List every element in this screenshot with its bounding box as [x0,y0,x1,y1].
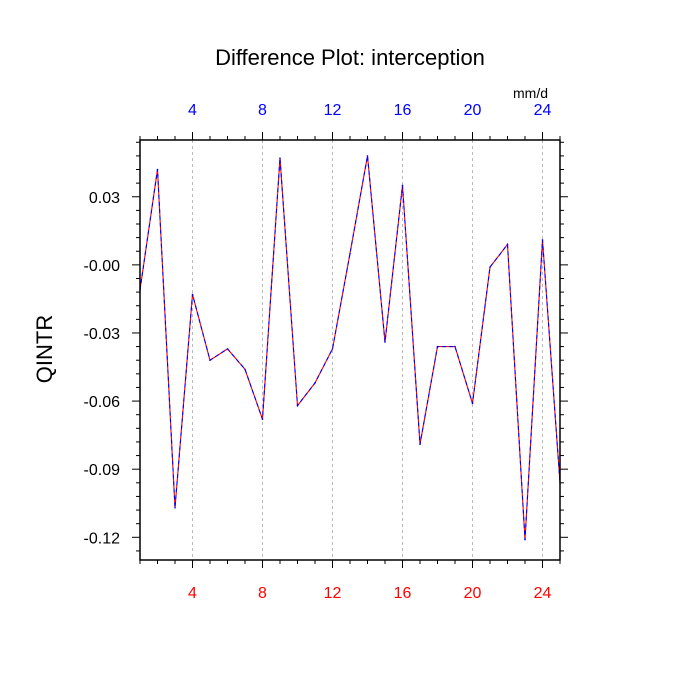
y-tick-label: -0.00 [84,258,121,275]
x-tick-label-bottom: 20 [464,585,482,602]
chart-title: Difference Plot: interception [215,45,485,70]
units-label: mm/d [513,85,548,101]
data-point [471,402,474,405]
data-point [226,348,229,350]
data-point [156,168,159,171]
data-point [209,359,211,362]
x-tick-label-top: 24 [534,102,552,119]
x-tick-label-bottom: 12 [324,585,342,602]
plot-frame [139,139,561,561]
data-point [191,293,194,296]
x-tick-label-top: 16 [394,102,412,119]
data-point [524,538,526,541]
data-point [331,348,334,350]
series-line-red [139,155,561,540]
data-point [384,341,386,343]
data-point [454,345,456,348]
y-tick-label: -0.06 [84,394,121,411]
y-axis-label: QINTR [32,315,57,383]
axes: 4 4 8 8 12 12 16 16 20 20 24 24 0.03 -0.00 -0.03 -0.06 -… [84,102,568,602]
series-line-blue-dashed [139,155,561,540]
data-point [436,345,439,348]
x-tick-label-top: 12 [324,102,342,119]
y-tick-label: -0.12 [84,530,121,547]
data-point [244,368,246,371]
data-point [261,418,264,421]
data-point [541,239,544,241]
x-tick-label-top: 20 [464,102,482,119]
data-point [506,243,509,246]
x-tick-label-bottom: 24 [534,585,552,602]
data-point [279,157,281,159]
data-point [401,184,404,187]
y-tick-label: 0.03 [89,190,120,207]
x-tick-label-bottom: 8 [258,585,267,602]
data-point [174,506,176,509]
series [139,155,561,541]
grid [192,140,543,560]
x-tick-label-top: 4 [188,102,197,119]
x-tick-label-bottom: 4 [188,585,197,602]
x-tick-label-bottom: 16 [394,585,412,602]
x-tick-label-top: 8 [258,102,267,119]
data-point [314,382,316,384]
y-tick-label: -0.03 [84,326,121,343]
y-tick-label: -0.09 [84,462,121,479]
data-point [349,252,351,255]
data-point [296,404,299,407]
data-point [489,266,491,268]
data-point [419,443,421,446]
data-point [366,155,369,157]
